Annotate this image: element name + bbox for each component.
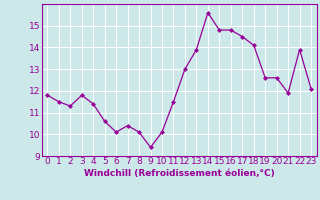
X-axis label: Windchill (Refroidissement éolien,°C): Windchill (Refroidissement éolien,°C) (84, 169, 275, 178)
